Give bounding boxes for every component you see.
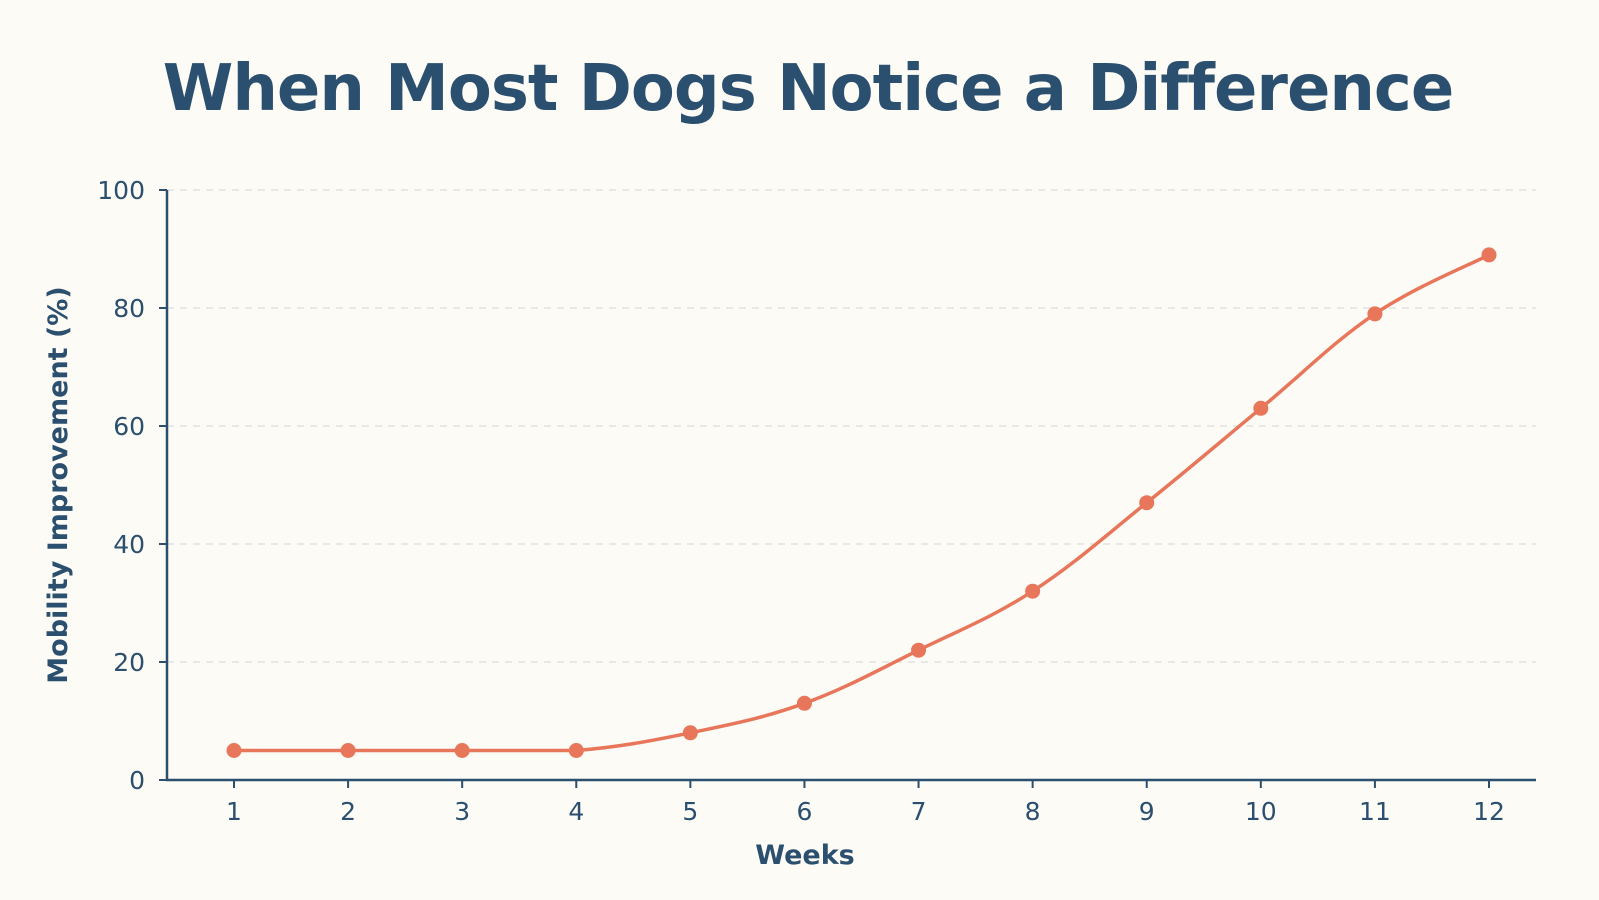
y-tick-labels: 0 20 40 60 80 100	[97, 176, 167, 795]
x-tick-label-12: 12	[1473, 797, 1505, 826]
x-tick-label-8: 8	[1025, 797, 1041, 826]
x-axis-label: Weeks	[755, 840, 854, 871]
data-point-week-7	[911, 642, 927, 658]
axes	[165, 190, 1536, 782]
series-line-0	[232, 253, 1491, 753]
x-tick-label-11: 11	[1359, 797, 1391, 826]
x-tick-label-4: 4	[568, 797, 584, 826]
data-point-week-10	[1253, 400, 1269, 416]
x-tick-label-10: 10	[1245, 797, 1277, 826]
axis-lines	[165, 190, 1536, 782]
x-tick-label-6: 6	[797, 797, 813, 826]
data-point-week-9	[1139, 495, 1155, 511]
data-point-week-6	[796, 695, 812, 711]
grid-lines	[167, 189, 1536, 663]
x-tick-label-5: 5	[682, 797, 698, 826]
y-axis-label: Mobility Improvement (%)	[43, 286, 74, 683]
data-point-week-12	[1481, 247, 1497, 263]
data-point-week-11	[1367, 306, 1383, 322]
x-tick-label-2: 2	[340, 797, 356, 826]
data-point-week-4	[568, 743, 584, 758]
data-point-week-8	[1025, 583, 1041, 599]
chart-title: When Most Dogs Notice a Difference	[163, 52, 1454, 126]
y-tick-label-100: 100	[97, 176, 145, 205]
data-point-week-3	[454, 743, 470, 758]
y-tick-label-20: 20	[113, 648, 145, 677]
data-point-week-2	[340, 743, 356, 758]
x-tick-labels: 1 2 3 4 5 6 7 8 9 10 11 12	[226, 780, 1505, 826]
x-tick-label-9: 9	[1139, 797, 1155, 826]
y-tick-label-0: 0	[129, 766, 145, 795]
x-tick-label-1: 1	[226, 797, 242, 826]
y-tick-label-40: 40	[113, 530, 145, 559]
data-point-week-1	[226, 743, 242, 758]
y-tick-label-80: 80	[113, 294, 145, 323]
x-tick-label-7: 7	[911, 797, 927, 826]
y-tick-label-60: 60	[113, 412, 145, 441]
x-tick-label-3: 3	[454, 797, 470, 826]
series-layer	[226, 247, 1497, 758]
data-point-week-5	[682, 725, 698, 741]
